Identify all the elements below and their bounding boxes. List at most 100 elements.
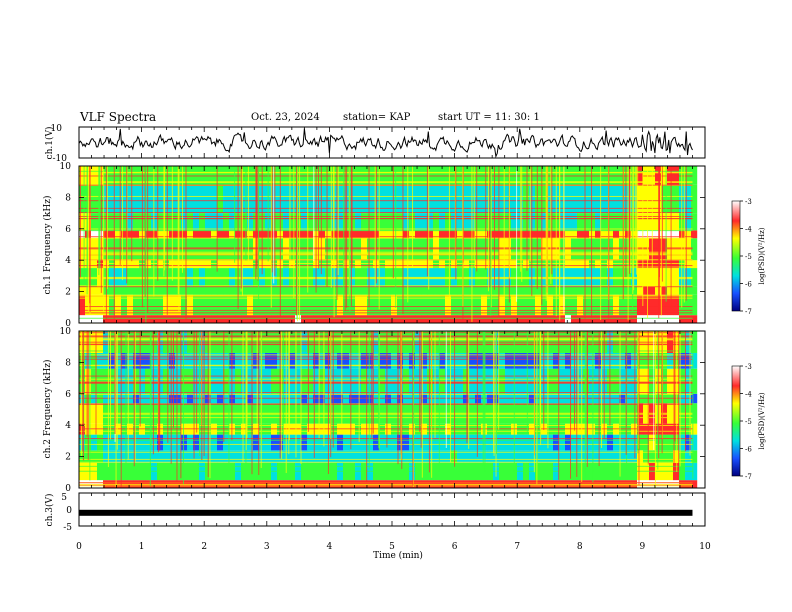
colorbar-tick-label: -6 [745, 281, 752, 289]
spectrogram-cell [289, 213, 296, 231]
sferic-streak [282, 331, 284, 441]
spectrogram-cell [505, 315, 512, 323]
spectrogram-cell [451, 230, 458, 239]
spectrogram-line [79, 350, 693, 352]
spectrogram-cell [421, 230, 428, 239]
spectrogram-line [79, 200, 693, 202]
spectrogram-cell [175, 315, 182, 323]
spectrogram-cell [565, 450, 572, 463]
spectrogram-cell [589, 184, 596, 214]
spectrogram-cell [559, 434, 566, 451]
spectrogram-line [79, 482, 693, 484]
sferic-streak [598, 331, 600, 467]
sferic-streak [653, 331, 655, 450]
spectrogram-cell [631, 315, 638, 323]
spectrogram-cell [517, 230, 524, 239]
spectrogram-cell [385, 450, 392, 463]
spectrogram-cell [535, 294, 542, 316]
spectrogram-cell [661, 166, 668, 185]
spectrogram-cell [127, 286, 134, 295]
spectrogram-line [79, 451, 693, 453]
spectrogram-cell [691, 286, 698, 295]
spectrogram-cell [451, 166, 458, 185]
spectrogram-cell [655, 315, 662, 323]
sferic-streak [637, 331, 639, 454]
spectrogram-line [79, 461, 693, 463]
spectrogram-cell [181, 434, 188, 451]
sferic-streak [279, 166, 281, 317]
spectrogram-cell [643, 450, 650, 463]
sferic-streak [285, 331, 287, 473]
spectrogram-cell [79, 352, 86, 369]
spectrogram-cell [613, 286, 620, 295]
sferic-streak [448, 166, 450, 301]
spectrogram-cell [385, 434, 392, 451]
sferic-streak [116, 331, 118, 450]
sferic-streak [185, 166, 187, 322]
spectrogram-cell [487, 368, 494, 394]
spectrogram-cell [637, 213, 644, 231]
spectrogram-cell [571, 230, 578, 239]
spectrogram-line [79, 485, 693, 487]
spectrogram-cell [355, 230, 362, 239]
spectrogram-cell [463, 315, 470, 323]
spectrogram-cell [577, 352, 584, 369]
time-tick-label: 8 [577, 542, 583, 552]
spectrogram-cell [511, 184, 518, 214]
spectrogram-cell [379, 294, 386, 316]
spectrogram-cell [523, 315, 530, 323]
spectrogram-cell [163, 450, 170, 463]
spectrogram-cell [127, 294, 134, 316]
spectrogram-cell [223, 315, 230, 323]
spectrogram-cell [589, 294, 596, 316]
spectrogram-cell [625, 434, 632, 451]
spectrogram-cell [397, 368, 404, 394]
ch3-trace [79, 509, 693, 516]
spectrogram-cell [367, 184, 374, 214]
spectrogram-cell [181, 184, 188, 214]
spectrogram-cell [421, 450, 428, 463]
sferic-streak [570, 331, 572, 479]
spectrogram-cell [673, 368, 680, 394]
sferic-streak [178, 166, 180, 312]
sferic-streak [407, 166, 409, 303]
sferic-streak [139, 331, 141, 427]
spectrogram-cell [289, 230, 296, 239]
sferic-streak [158, 331, 160, 446]
spectrogram-cell [223, 368, 230, 394]
time-tick-label: 4 [327, 542, 333, 552]
spectrogram-cell [361, 166, 368, 185]
sferic-streak [237, 166, 239, 309]
spectrogram-cell [115, 286, 122, 295]
spectrogram-cell [199, 166, 206, 185]
sferic-streak [426, 166, 428, 277]
sferic-streak [245, 331, 247, 451]
spectrogram-cell [559, 184, 566, 214]
spectrogram-cell [157, 294, 164, 316]
spectrogram-cell [271, 434, 278, 451]
time-tick-label: 6 [452, 542, 458, 552]
spectrogram-cell [403, 230, 410, 239]
spectrogram-cell [661, 294, 668, 316]
time-axis-label: Time (min) [373, 550, 423, 561]
sferic-streak [296, 166, 298, 316]
sferic-streak [592, 331, 594, 483]
spectrogram-line [79, 207, 693, 209]
sferic-streak [600, 166, 602, 321]
spectrogram-cell [571, 260, 578, 269]
spectrogram-cell [547, 166, 554, 185]
spectrogram-cell [337, 184, 344, 214]
colorbar-tick-label: -7 [745, 308, 752, 316]
spectrogram-cell [247, 294, 254, 316]
sferic-streak [299, 166, 301, 321]
sferic-streak [203, 331, 205, 457]
spectrogram-cell [493, 184, 500, 214]
spectrogram-cell [481, 315, 488, 323]
spectrogram-cell [151, 434, 158, 451]
colorbar-tick-label: -5 [745, 418, 752, 426]
spectrogram-cell [619, 184, 626, 214]
spectrogram-cell [625, 368, 632, 394]
spectrogram-cell [145, 434, 152, 451]
spectrogram-cell [295, 434, 302, 451]
spectrogram-cell [187, 184, 194, 214]
